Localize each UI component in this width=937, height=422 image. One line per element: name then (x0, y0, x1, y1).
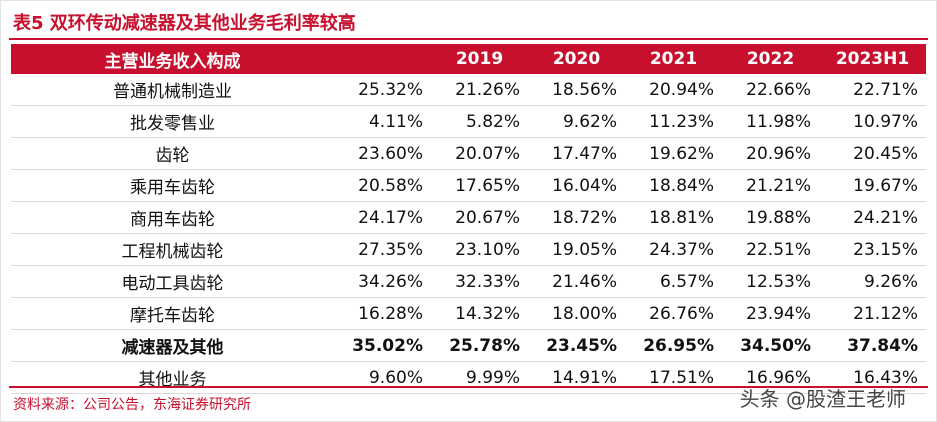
row-label: 摩托车齿轮 (11, 297, 334, 330)
row-label: 工程机械齿轮 (11, 233, 334, 266)
row-label: 齿轮 (11, 137, 334, 170)
cell-value: 18.00% (528, 297, 625, 330)
table-row: 乘用车齿轮 20.58% 17.65% 16.04% 18.84% 21.21% 19.67… (11, 169, 926, 202)
cell-value: 24.37% (625, 233, 722, 266)
cell-value: 9.26% (819, 265, 926, 298)
cell-value: 18.56% (528, 74, 625, 106)
cell-value: 16.04% (528, 169, 625, 202)
cell-value: 11.23% (625, 105, 722, 138)
table-row: 普通机械制造业 25.32% 21.26% 18.56% 20.94% 22.66% 22.… (11, 74, 926, 106)
cell-value: 19.88% (722, 201, 819, 234)
cell-value: 37.84% (819, 329, 926, 362)
source-note: 资料来源：公司公告，东海证券研究所 (13, 397, 251, 413)
table-row: 商用车齿轮 24.17% 20.67% 18.72% 18.81% 19.88% 24.21… (11, 201, 926, 234)
header-category: 主营业务收入构成 (11, 44, 334, 74)
row-label: 普通机械制造业 (11, 74, 334, 106)
cell-value: 20.58% (334, 169, 431, 202)
cell-value: 9.62% (528, 105, 625, 138)
cell-value: 16.96% (722, 361, 819, 394)
cell-value: 20.07% (431, 137, 528, 170)
cell-value: 23.94% (722, 297, 819, 330)
watermark: 头条 @股渣王老师 (739, 387, 906, 411)
cell-value: 22.66% (722, 74, 819, 106)
cell-value: 18.84% (625, 169, 722, 202)
cell-value: 25.32% (334, 74, 431, 106)
cell-value: 6.57% (625, 265, 722, 298)
cell-value: 21.21% (722, 169, 819, 202)
cell-value: 21.12% (819, 297, 926, 330)
table-row: 其他业务 9.60% 9.99% 14.91% 17.51% 16.96% 16.43% (11, 361, 926, 394)
table-row: 批发零售业 4.11% 5.82% 9.62% 11.23% 11.98% 10.97% (11, 105, 926, 138)
row-label: 其他业务 (11, 361, 334, 394)
table-row: 电动工具齿轮 34.26% 32.33% 21.46% 6.57% 12.53% 9.26% (11, 265, 926, 298)
cell-value: 4.11% (334, 105, 431, 138)
cell-value: 18.81% (625, 201, 722, 234)
cell-value: 17.47% (528, 137, 625, 170)
cell-value: 25.78% (431, 329, 528, 362)
cell-value: 24.17% (334, 201, 431, 234)
header-2020: 2020 (528, 44, 625, 74)
cell-value: 20.94% (625, 74, 722, 106)
cell-value: 23.15% (819, 233, 926, 266)
cell-value: 10.97% (819, 105, 926, 138)
cell-value: 24.21% (819, 201, 926, 234)
cell-value: 12.53% (722, 265, 819, 298)
row-label: 减速器及其他 (11, 329, 334, 362)
cell-value: 20.45% (819, 137, 926, 170)
row-label: 商用车齿轮 (11, 201, 334, 234)
cell-value: 19.67% (819, 169, 926, 202)
cell-value: 11.98% (722, 105, 819, 138)
cell-value: 14.32% (431, 297, 528, 330)
cell-value: 19.05% (528, 233, 625, 266)
header-2022: 2022 (722, 44, 819, 74)
header-blank (334, 44, 431, 74)
cell-value: 18.72% (528, 201, 625, 234)
cell-value: 16.28% (334, 297, 431, 330)
cell-value: 14.91% (528, 361, 625, 394)
cell-value: 21.46% (528, 265, 625, 298)
cell-value: 26.95% (625, 329, 722, 362)
cell-value: 27.35% (334, 233, 431, 266)
title-divider (9, 38, 928, 40)
cell-value: 22.71% (819, 74, 926, 106)
cell-value: 17.51% (625, 361, 722, 394)
table-row: 减速器及其他 35.02% 25.78% 23.45% 26.95% 34.50% 37.8… (11, 329, 926, 362)
gross-margin-table: 主营业务收入构成 2019 2020 2021 2022 2023H1 普通机械… (11, 44, 926, 394)
cell-value: 9.99% (431, 361, 528, 394)
table-header-row: 主营业务收入构成 2019 2020 2021 2022 2023H1 (11, 44, 926, 74)
cell-value: 34.26% (334, 265, 431, 298)
cell-value: 23.60% (334, 137, 431, 170)
header-2019: 2019 (431, 44, 528, 74)
cell-value: 19.62% (625, 137, 722, 170)
cell-value: 34.50% (722, 329, 819, 362)
header-2023h1: 2023H1 (819, 44, 926, 74)
table-row: 工程机械齿轮 27.35% 23.10% 19.05% 24.37% 22.51% 23.1… (11, 233, 926, 266)
cell-value: 20.67% (431, 201, 528, 234)
cell-value: 9.60% (334, 361, 431, 394)
cell-value: 20.96% (722, 137, 819, 170)
row-label: 电动工具齿轮 (11, 265, 334, 298)
cell-value: 16.43% (819, 361, 926, 394)
cell-value: 32.33% (431, 265, 528, 298)
cell-value: 22.51% (722, 233, 819, 266)
cell-value: 26.76% (625, 297, 722, 330)
table-row: 齿轮 23.60% 20.07% 17.47% 19.62% 20.96% 20.45% (11, 137, 926, 170)
source-divider (9, 386, 928, 388)
table-title: 表5 双环传动减速器及其他业务毛利率较高 (13, 13, 356, 34)
cell-value: 35.02% (334, 329, 431, 362)
row-label: 乘用车齿轮 (11, 169, 334, 202)
row-label: 批发零售业 (11, 105, 334, 138)
table-body: 普通机械制造业 25.32% 21.26% 18.56% 20.94% 22.66% 22.… (11, 74, 926, 394)
cell-value: 23.10% (431, 233, 528, 266)
cell-value: 21.26% (431, 74, 528, 106)
table-row: 摩托车齿轮 16.28% 14.32% 18.00% 26.76% 23.94% 21.12… (11, 297, 926, 330)
cell-value: 5.82% (431, 105, 528, 138)
cell-value: 17.65% (431, 169, 528, 202)
cell-value: 23.45% (528, 329, 625, 362)
header-2021: 2021 (625, 44, 722, 74)
